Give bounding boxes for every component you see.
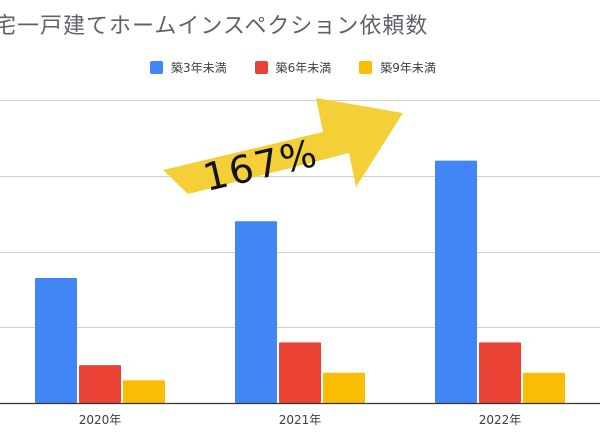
x-tick-label-2: 2022年 (479, 413, 522, 427)
bar-1-0[interactable] (235, 221, 277, 403)
bar-2-1[interactable] (479, 342, 521, 403)
bar-2-0[interactable] (435, 160, 477, 403)
x-tick-label-1: 2021年 (279, 413, 322, 427)
legend-item-1[interactable]: 築6年未満 (254, 59, 332, 76)
legend-swatch-0 (150, 60, 163, 74)
legend: 築3年未満 築6年未満 築9年未満 (150, 58, 436, 76)
legend-item-2[interactable]: 築9年未満 (359, 59, 436, 76)
legend-item-0[interactable]: 築3年未満 (150, 59, 227, 76)
legend-label-0: 築3年未満 (171, 60, 227, 75)
gridlines (0, 100, 600, 328)
bar-2-2[interactable] (523, 372, 565, 403)
bar-0-2[interactable] (123, 380, 165, 403)
bar-0-1[interactable] (79, 365, 121, 403)
legend-label-2: 築9年未満 (380, 60, 436, 75)
bar-1-1[interactable] (279, 342, 321, 403)
bar-0-0[interactable] (35, 278, 77, 403)
x-tick-label-0: 2020年 (79, 413, 122, 427)
bar-1-2[interactable] (323, 372, 365, 403)
x-axis: 2020年 2021年 2022年 (0, 402, 600, 427)
chart-title: 宅一戸建てホームインスペクション依頼数 (0, 14, 429, 39)
legend-swatch-1 (254, 60, 268, 74)
growth-arrow (163, 98, 403, 194)
bars (35, 160, 565, 403)
legend-swatch-2 (359, 60, 373, 74)
legend-label-1: 築6年未満 (275, 60, 332, 75)
